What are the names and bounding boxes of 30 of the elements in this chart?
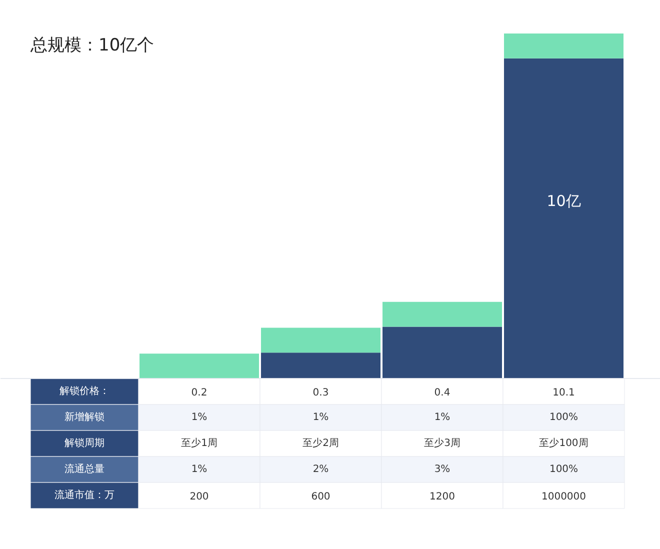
text: 新增解锁: [64, 411, 104, 423]
text: 1%: [434, 412, 450, 423]
text: 流通市值：万: [54, 489, 114, 501]
text: 10.1: [552, 388, 575, 398]
text: 1%: [191, 412, 208, 423]
text: 解锁周期: [64, 437, 104, 449]
bar: [504, 34, 624, 58]
annotation: 10亿: [546, 192, 581, 210]
text: 0.2: [191, 388, 208, 398]
text: 1000000: [541, 492, 586, 502]
text: 1200: [430, 492, 455, 502]
text: 1%: [191, 464, 208, 475]
text: 100%: [549, 412, 578, 423]
text: 3%: [434, 464, 450, 475]
bar: [261, 328, 380, 353]
text: 2%: [312, 464, 329, 475]
text: 0.4: [434, 388, 450, 398]
text: 解锁价格：: [60, 385, 110, 397]
text: 至少3周: [424, 437, 460, 449]
chart-title: 总规模：10亿个: [30, 36, 154, 56]
text: 600: [311, 492, 330, 502]
text: 流通总量: [64, 463, 104, 475]
text: 100%: [549, 464, 578, 475]
text: 0.3: [312, 388, 329, 398]
text: 至少2周: [302, 437, 339, 449]
bar: [382, 302, 502, 327]
text: 200: [190, 492, 209, 502]
text: 至少100周: [539, 437, 588, 449]
text: 至少1周: [181, 437, 218, 449]
text: 1%: [312, 412, 329, 423]
